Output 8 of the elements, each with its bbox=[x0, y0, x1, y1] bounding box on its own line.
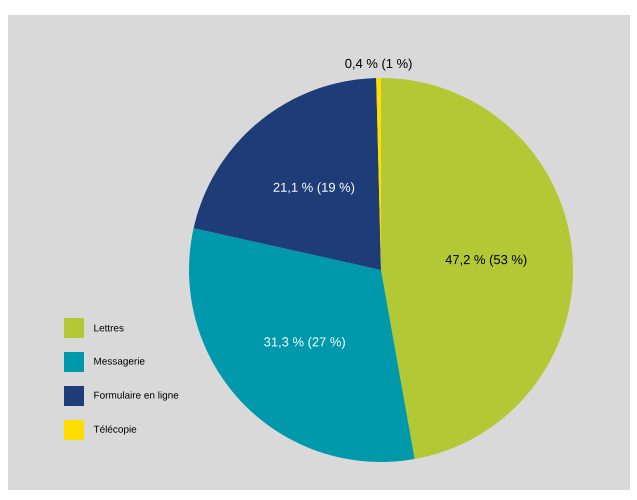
legend-label: Messagerie bbox=[94, 357, 145, 367]
data-label: 0,4 % (1 %) bbox=[345, 58, 412, 71]
legend-label: Lettres bbox=[94, 324, 124, 332]
legend-label: Télécopie bbox=[94, 425, 136, 435]
data-label: 21,1 % (19 %) bbox=[274, 182, 354, 194]
data-label: 31,3 % (27 %) bbox=[264, 336, 345, 350]
data-label: 47,2 % (53 %) bbox=[445, 254, 526, 267]
legend-label: Formulaire en ligne bbox=[94, 391, 178, 401]
